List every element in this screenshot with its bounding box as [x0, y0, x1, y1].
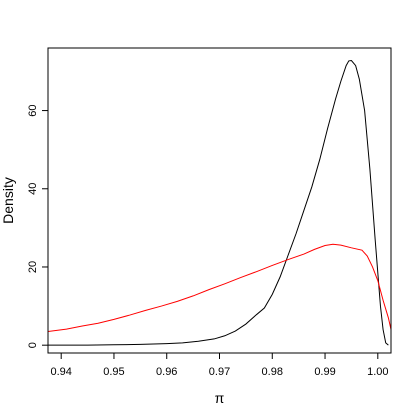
x-tick-label: 0.97	[209, 366, 230, 378]
x-axis: 0.94 0.95 0.96 0.97 0.98 0.99 1.00	[50, 353, 389, 378]
series-line-2	[48, 243, 391, 332]
x-axis-title: π	[215, 390, 225, 406]
x-tick-label: 0.94	[50, 366, 71, 378]
x-tick-label: 0.95	[103, 366, 124, 378]
y-tick-label: 20	[27, 261, 39, 273]
series-layer	[48, 59, 391, 346]
y-axis-title: Density	[0, 177, 16, 224]
y-tick-label: 60	[27, 104, 39, 116]
x-tick-label: 0.99	[314, 366, 335, 378]
x-tick-label: 0.96	[156, 366, 177, 378]
x-tick-label: 1.00	[367, 366, 388, 378]
series-line-1	[48, 59, 389, 346]
y-axis: 0 20 40 60	[27, 104, 48, 348]
y-tick-label: 0	[27, 342, 39, 348]
y-tick-label: 40	[27, 183, 39, 195]
x-tick-label: 0.98	[262, 366, 283, 378]
